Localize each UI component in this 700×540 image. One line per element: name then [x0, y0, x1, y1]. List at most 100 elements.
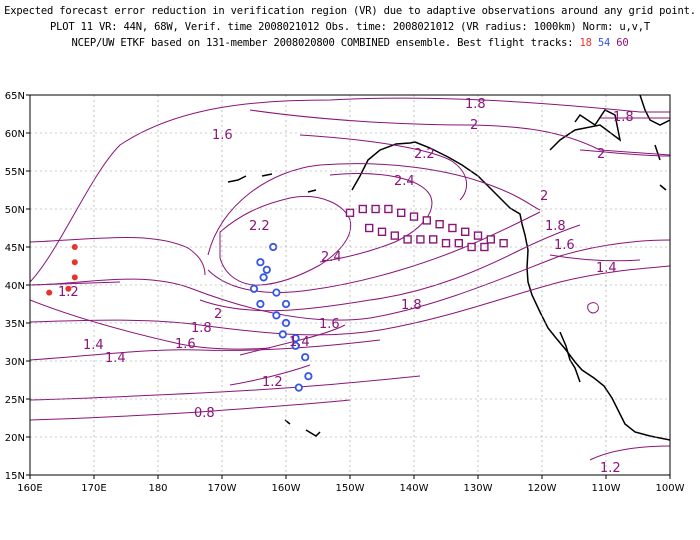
lon-label: 100W [656, 483, 685, 494]
lat-label: 50N [5, 205, 25, 216]
lat-label: 55N [5, 167, 25, 178]
contour-label: 1.6 [212, 128, 233, 143]
contour-label: 1.8 [465, 97, 486, 112]
contour-label-group: 1.8 1.8 2 2 2.2 2.4 2 1.6 2.2 2.4 1.8 1.… [58, 97, 634, 476]
contour-label: 1.4 [105, 351, 126, 366]
contour-1-2-west [30, 281, 121, 286]
lon-label: 170W [208, 483, 237, 494]
contour-1-8-inner [199, 224, 581, 312]
contour-2-4 [319, 173, 433, 263]
contour-label: 1.2 [600, 461, 621, 476]
purple-track-point [377, 227, 387, 237]
purple-track-point [441, 238, 451, 248]
purple-track-point [448, 223, 457, 233]
title-line-3-text: NCEP/UW ETKF based on 131-member 2008020… [71, 37, 574, 49]
purple-track-point [429, 235, 438, 244]
blue-track-point [256, 258, 265, 267]
contour-2-2-inner [219, 196, 352, 286]
lat-lon-grid [30, 95, 670, 475]
blue-track-point [259, 273, 268, 282]
contour-label: 1.6 [175, 337, 196, 352]
contour-label: 1.6 [319, 317, 340, 332]
lon-label: 140W [400, 483, 429, 494]
red-track-point [46, 289, 53, 296]
purple-track-point [416, 235, 425, 244]
blue-track-point [291, 334, 300, 343]
contour-label: 2.4 [321, 250, 342, 265]
lon-label: 110W [592, 483, 621, 494]
purple-track-point [499, 238, 508, 248]
contour-label: 0.8 [194, 406, 215, 421]
purple-track-point [365, 223, 374, 233]
contour-1-4-inner [239, 324, 346, 356]
blue-track-point [304, 372, 313, 381]
contour-label: 1.2 [58, 285, 79, 300]
contour-1-2-east [589, 445, 670, 461]
red-track-point [71, 274, 78, 281]
purple-track-number: 60 [616, 37, 629, 49]
contour-label: 1.8 [613, 110, 634, 125]
lat-label: 65N [5, 91, 25, 102]
map-title-line-1: Expected forecast error reduction in ver… [4, 5, 696, 17]
lat-label: 30N [5, 357, 25, 368]
lon-label: 160E [17, 483, 42, 494]
error-reduction-contours [30, 97, 670, 461]
contour-1-8-west [30, 236, 206, 276]
contour-label: 1.2 [262, 375, 283, 390]
lon-label: 180 [148, 483, 167, 494]
lon-label: 120W [528, 483, 557, 494]
blue-track-point [301, 353, 310, 362]
purple-track-point [403, 235, 412, 244]
lat-label: 60N [5, 129, 25, 140]
lat-label: 40N [5, 281, 25, 292]
blue-track-point [272, 288, 281, 297]
contour-label: 1.4 [596, 261, 617, 276]
contour-1-6-bottom [30, 375, 421, 401]
contour-label: 2 [470, 118, 478, 133]
lat-label: 35N [5, 319, 25, 330]
latitude-labels: 15N 20N 25N 30N 35N 40N 45N 50N 55N 60N 65N [5, 91, 25, 482]
contour-label: 2.2 [414, 147, 435, 162]
map-plot-area [0, 95, 670, 461]
contour-1-2-inner [229, 364, 311, 386]
blue-track-point [291, 341, 300, 350]
blue-track-point [272, 311, 281, 320]
blue-track-point [294, 383, 303, 392]
blue-track-point [278, 330, 287, 339]
flight-track-markers [0, 160, 508, 392]
lat-label: 20N [5, 433, 25, 444]
contour-1-6-inner [30, 239, 670, 321]
red-track-point [0, 160, 4, 166]
purple-track-point [486, 235, 495, 244]
contour-1-4-east [549, 254, 641, 262]
contour-label: 1.6 [554, 238, 575, 253]
map-title-line-2: PLOT 11 VR: 44N, 68W, Verif. time 200802… [50, 21, 650, 33]
lon-label: 170E [81, 483, 106, 494]
red-track-number: 18 [579, 37, 592, 49]
contour-2-mid [207, 163, 541, 256]
lon-label: 150W [336, 483, 365, 494]
blue-track-number: 54 [597, 37, 611, 49]
contour-1-4-a [30, 265, 670, 336]
contour-label: 2.2 [249, 219, 270, 234]
red-track-point [65, 285, 72, 292]
blue-track-point [249, 284, 259, 293]
blue-track-point [256, 299, 265, 309]
contour-label: 1.4 [83, 338, 104, 353]
map-title-line-3: NCEP/UW ETKF based on 131-member 2008020… [0, 37, 700, 49]
purple-track-point [461, 227, 470, 237]
contour-2-east [579, 149, 670, 157]
contour-label: 1.8 [545, 219, 566, 234]
contour-1-6-left [30, 299, 271, 350]
lon-label: 130W [464, 483, 493, 494]
red-track-point [71, 244, 78, 250]
lat-label: 25N [5, 395, 25, 406]
contour-label: 2 [597, 147, 605, 162]
lat-label: 15N [5, 471, 25, 482]
contour-label: 2 [214, 307, 222, 322]
contour-0-8 [30, 399, 351, 421]
contour-1-8-outer [30, 97, 670, 283]
contour-2-north [249, 109, 670, 156]
red-track-point [71, 259, 78, 266]
